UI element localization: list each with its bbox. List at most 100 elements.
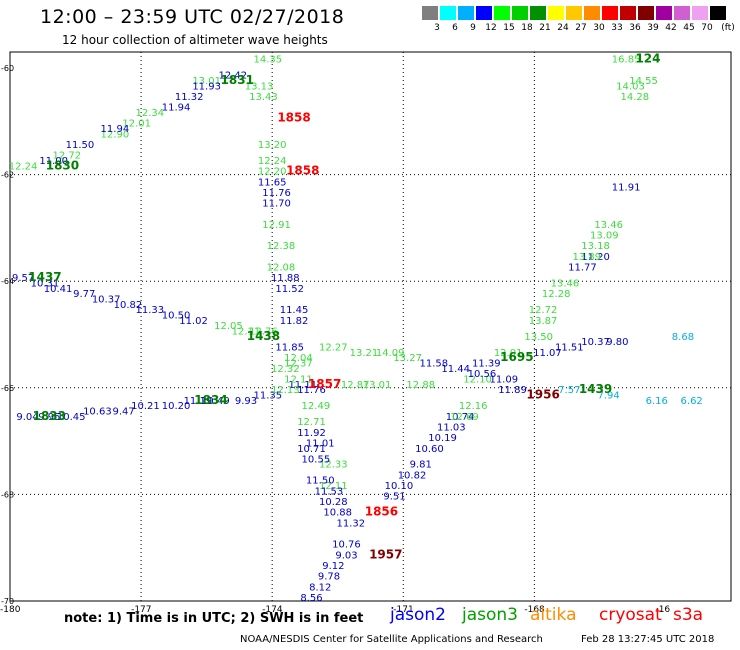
pass-time-label: 1856: [365, 505, 398, 519]
swh-value: 13.18: [581, 241, 610, 252]
swh-value: 10.49: [201, 396, 230, 407]
legend-label: 39: [647, 23, 659, 33]
swh-value: 12.24: [9, 161, 38, 172]
swh-value: 9.51: [383, 492, 405, 503]
swh-value: 10.45: [57, 412, 86, 423]
satellite-cryosat: cryosat: [599, 605, 662, 625]
legend-swatch: [422, 6, 438, 20]
lat-tick-label: -70: [1, 597, 14, 606]
swh-value: 11.02: [179, 316, 208, 327]
swh-value: 14.03: [616, 81, 645, 92]
swh-value: 12.27: [319, 342, 348, 353]
note-text: note: 1) Time is in UTC; 2) SWH is in fe…: [64, 611, 364, 626]
swh-value: 13.50: [524, 332, 553, 343]
swh-value: 11.77: [568, 263, 597, 274]
swh-value: 12.38: [267, 241, 296, 252]
swh-value: 11.92: [297, 428, 326, 439]
legend-label: 9: [470, 23, 476, 33]
swh-value: 12.37: [284, 358, 313, 369]
swh-value: 11.82: [280, 316, 309, 327]
swh-value: 10.82: [114, 300, 143, 311]
pass-time-label: 1438: [247, 329, 280, 343]
lat-tick-label: -62: [1, 171, 14, 180]
legend-swatch: [656, 6, 672, 20]
satellite-jason2: jason2: [390, 605, 446, 625]
swh-value: 11.32: [337, 518, 366, 529]
swh-value: 12.11: [319, 481, 348, 492]
swh-value: 11.76: [297, 385, 326, 396]
legend-label: 15: [503, 23, 515, 33]
legend-label: 70: [701, 23, 713, 33]
swh-value: 11.00: [39, 156, 68, 167]
swh-value: 12.76: [249, 326, 278, 337]
lon-tick-label: -171: [393, 605, 413, 615]
lon-tick-label: -168: [524, 605, 545, 615]
swh-value: 9.77: [73, 289, 95, 300]
swh-value: 14.28: [621, 92, 650, 103]
swh-value: 12.13: [271, 385, 300, 396]
legend-label: 42: [665, 23, 677, 33]
swh-value: 7.94: [598, 390, 620, 401]
legend-swatch: [512, 6, 528, 20]
swh-value: 11.91: [612, 183, 641, 194]
swh-value: 11.58: [420, 358, 449, 369]
swh-value: 14.55: [629, 76, 658, 87]
swh-value: 7.57: [558, 385, 580, 396]
swh-value: 13.89: [572, 252, 601, 263]
swh-value: 11.20: [581, 252, 610, 263]
swh-value: 10.20: [162, 401, 191, 412]
legend-swatch: [620, 6, 636, 20]
swh-value: 10.76: [332, 540, 361, 551]
swh-value: 11.01: [306, 438, 335, 449]
legend-swatch: [440, 6, 456, 20]
legend-swatch: [710, 6, 726, 20]
swh-value: 12.16: [459, 401, 488, 412]
swh-value: 12.10: [463, 374, 492, 385]
swh-value: 12.33: [319, 460, 348, 471]
footer-credit: NOAA/NESDIS Center for Satellite Applica…: [240, 634, 543, 645]
swh-value: 11.45: [280, 305, 309, 316]
swh-value: 10.19: [428, 433, 457, 444]
satellite-s3a: s3a: [673, 605, 704, 625]
swh-value: 12.05: [214, 321, 243, 332]
swh-value: 11.50: [306, 476, 335, 487]
swh-value: 9.03: [335, 550, 357, 561]
swh-value: 9.78: [318, 572, 340, 583]
pass-time-label: 1858: [286, 164, 319, 178]
swh-value: 13.43: [249, 92, 278, 103]
lat-tick-label: -68: [1, 490, 14, 499]
swh-value: 12.49: [302, 401, 331, 412]
pass-time-label: 1439: [579, 382, 612, 396]
satellite-altika: altika: [530, 605, 577, 625]
pass-time-label: 1858: [277, 110, 310, 124]
swh-value: 11.51: [555, 342, 584, 353]
legend-label: 36: [629, 23, 641, 33]
legend-swatch: [530, 6, 546, 20]
swh-value: 11.32: [175, 92, 204, 103]
legend-label: 3: [434, 23, 440, 33]
swh-value: 10.60: [415, 444, 444, 455]
swh-value: 11.94: [162, 103, 191, 114]
swh-value: 13.46: [594, 220, 623, 231]
legend-swatch: [548, 6, 564, 20]
page-title: 12:00 – 23:59 UTC 02/27/2018: [40, 6, 345, 28]
swh-value: 11.85: [275, 342, 304, 353]
swh-value: 13.13: [245, 81, 274, 92]
swh-value: 10.71: [297, 444, 326, 455]
swh-value: 11.93: [192, 81, 221, 92]
footer-date: Feb 28 13:27:45 UTC 2018: [581, 634, 715, 645]
pass-time-label: 1834: [194, 393, 227, 407]
legend-label: 6: [452, 23, 458, 33]
lat-tick-label: -64: [1, 277, 14, 286]
swh-value: 11.89: [498, 385, 527, 396]
swh-value: 13.87: [529, 316, 558, 327]
swh-value: 13.20: [258, 140, 287, 151]
swh-value: 11.88: [271, 273, 300, 284]
swh-value: 11.39: [472, 358, 501, 369]
lat-tick-label: -60: [1, 64, 14, 73]
swh-value: 10.74: [446, 412, 475, 423]
legend-label: 24: [557, 23, 569, 33]
swh-value: 11.94: [101, 124, 130, 135]
pass-time-label: 1956: [526, 387, 559, 401]
swh-value: 12.04: [284, 353, 313, 364]
